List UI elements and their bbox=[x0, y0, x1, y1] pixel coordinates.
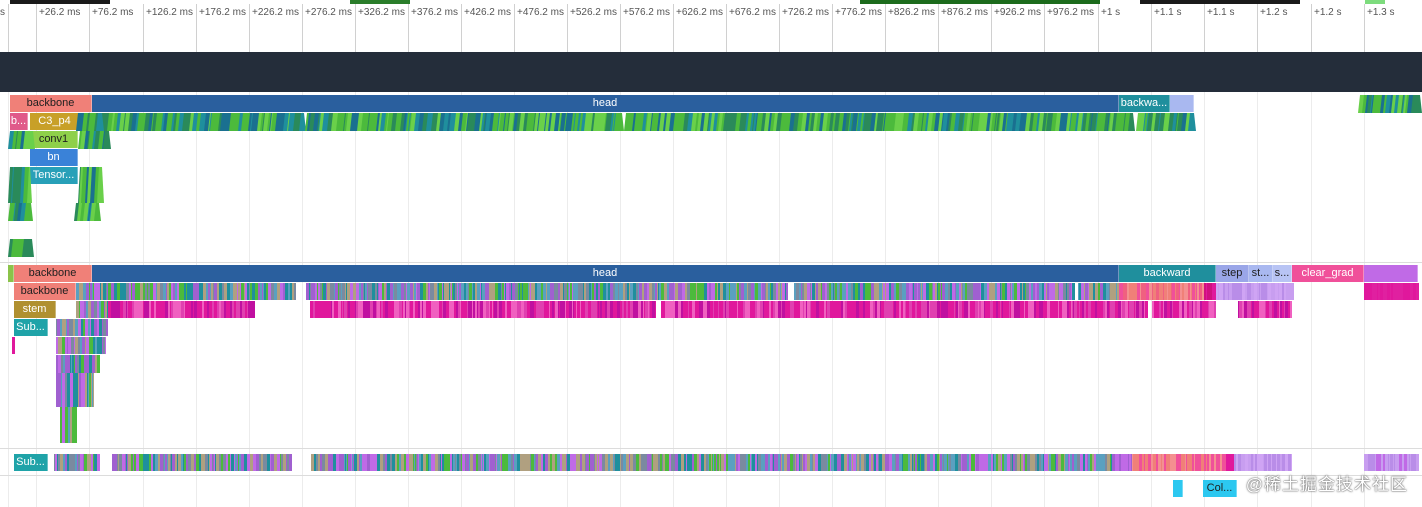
slice-kernel-sub[interactable]: Sub... bbox=[14, 454, 48, 471]
ruler-tick-label: +126.2 ms bbox=[146, 7, 193, 18]
ruler-tick bbox=[1204, 4, 1205, 52]
cpu-slice-row[interactable] bbox=[1358, 95, 1422, 115]
ruler-tick-label: +476.2 ms bbox=[517, 7, 564, 18]
slice-backbone-2[interactable]: backbone bbox=[14, 265, 92, 282]
slice-step-3[interactable]: s... bbox=[1273, 265, 1292, 282]
slice-backbone-3[interactable]: backbone bbox=[14, 283, 76, 300]
ruler-tick bbox=[567, 4, 568, 52]
ruler-tick-label: +1.2 s bbox=[1260, 7, 1288, 18]
ruler-tick bbox=[461, 4, 462, 52]
ruler-tick bbox=[673, 4, 674, 52]
ruler-tick bbox=[302, 4, 303, 52]
ruler-tick bbox=[620, 4, 621, 52]
ruler-tick-label: +1.1 s bbox=[1154, 7, 1182, 18]
ruler-tick-label: +726.2 ms bbox=[782, 7, 829, 18]
slice-stem[interactable]: stem bbox=[14, 301, 56, 318]
slice-backward[interactable]: backwa... bbox=[1119, 95, 1170, 112]
cpu-slice-stack[interactable] bbox=[8, 113, 113, 261]
ruler-tick bbox=[249, 4, 250, 52]
track-separator bbox=[0, 448, 1422, 449]
track-separator bbox=[0, 262, 1422, 263]
watermark: @稀土掘金技术社区 bbox=[1246, 470, 1408, 495]
ruler-tick bbox=[355, 4, 356, 52]
ruler-tick-label: +176.2 ms bbox=[199, 7, 246, 18]
ruler-tick-label: +1.1 s bbox=[1207, 7, 1235, 18]
ruler-tick bbox=[89, 4, 90, 52]
ruler-tick bbox=[1098, 4, 1099, 52]
ruler-tick bbox=[143, 4, 144, 52]
ruler-tick-label: +1.3 s bbox=[1367, 7, 1395, 18]
ruler-tick-label: +526.2 ms bbox=[570, 7, 617, 18]
ruler-tick bbox=[991, 4, 992, 52]
ruler-tick-label: +276.2 ms bbox=[305, 7, 352, 18]
ruler-tick bbox=[938, 4, 939, 52]
ruler-tick bbox=[779, 4, 780, 52]
ruler-tick-label: +226.2 ms bbox=[252, 7, 299, 18]
ruler-tick-label: +626.2 ms bbox=[676, 7, 723, 18]
track-separator bbox=[0, 475, 1422, 476]
gpu-slice-row[interactable] bbox=[76, 283, 1422, 303]
ruler-tick bbox=[1044, 4, 1045, 52]
ruler-tick-label: +926.2 ms bbox=[994, 7, 1041, 18]
timeline-header-band bbox=[0, 52, 1422, 92]
ruler-tick bbox=[8, 4, 9, 52]
ruler-tick-label: +976.2 ms bbox=[1047, 7, 1094, 18]
ruler-tick bbox=[1151, 4, 1152, 52]
ruler-tick-label: s bbox=[0, 7, 5, 18]
slice-backbone[interactable]: backbone bbox=[10, 95, 92, 112]
ruler-tick bbox=[408, 4, 409, 52]
gpu-slice-row[interactable] bbox=[56, 301, 1422, 321]
slice-tail[interactable] bbox=[1364, 265, 1418, 282]
ruler-tick-label: +26.2 ms bbox=[39, 7, 80, 18]
ruler-tick bbox=[885, 4, 886, 52]
time-ruler[interactable]: s +26.2 ms +76.2 ms +126.2 ms +176.2 ms +226.… bbox=[0, 4, 1422, 52]
slice-head[interactable]: head bbox=[92, 95, 1119, 112]
ruler-tick-label: +776.2 ms bbox=[835, 7, 882, 18]
ruler-tick-label: +376.2 ms bbox=[411, 7, 458, 18]
ruler-tick-label: +426.2 ms bbox=[464, 7, 511, 18]
ruler-tick-label: +1.2 s bbox=[1314, 7, 1342, 18]
ruler-tick bbox=[1257, 4, 1258, 52]
ruler-tick bbox=[1364, 4, 1365, 52]
ruler-tick bbox=[1311, 4, 1312, 52]
slice-head-2[interactable]: head bbox=[92, 265, 1119, 282]
slice-clear-grad[interactable]: clear_grad bbox=[1292, 265, 1364, 282]
ruler-tick bbox=[832, 4, 833, 52]
gpu-slice-stack[interactable] bbox=[10, 319, 110, 447]
ruler-tick-label: +576.2 ms bbox=[623, 7, 670, 18]
ruler-tick-label: +826.2 ms bbox=[888, 7, 935, 18]
slice-kernel-col[interactable]: Col... bbox=[1203, 480, 1237, 497]
ruler-tick-label: +76.2 ms bbox=[92, 7, 133, 18]
ruler-tick-label: +676.2 ms bbox=[729, 7, 776, 18]
slice-step-2[interactable]: st... bbox=[1249, 265, 1273, 282]
slice-step[interactable]: step bbox=[1216, 265, 1249, 282]
ruler-tick bbox=[196, 4, 197, 52]
slice-backward-tail[interactable] bbox=[1170, 95, 1194, 112]
ruler-tick-label: +1 s bbox=[1101, 7, 1120, 18]
slice-kernel-small[interactable] bbox=[1173, 480, 1183, 497]
ruler-tick bbox=[514, 4, 515, 52]
ruler-tick-label: +326.2 ms bbox=[358, 7, 405, 18]
cpu-slice-row[interactable] bbox=[92, 113, 1200, 133]
ruler-tick-label: +876.2 ms bbox=[941, 7, 988, 18]
kernel-row[interactable] bbox=[52, 454, 1422, 471]
ruler-tick bbox=[726, 4, 727, 52]
ruler-tick bbox=[36, 4, 37, 52]
slice-backward-2[interactable]: backward bbox=[1119, 265, 1216, 282]
